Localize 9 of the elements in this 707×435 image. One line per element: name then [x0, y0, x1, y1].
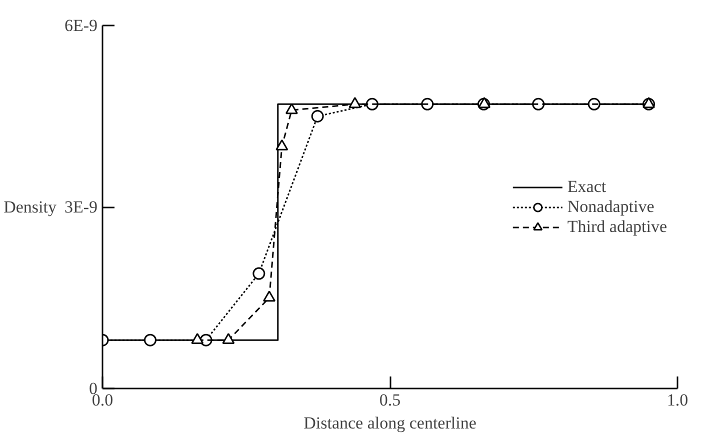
y-tick-label: 6E-9 [64, 16, 98, 35]
y-tick-label: 3E-9 [64, 198, 98, 216]
legend-label: Nonadaptive [567, 196, 654, 216]
x-tick-label: 1.0 [666, 390, 688, 410]
legend-label: Exact [567, 176, 606, 196]
legend-label: Third adaptive [567, 216, 667, 236]
x-axis-title: Distance along centerline [304, 414, 476, 432]
y-axis-title: Density [4, 198, 57, 216]
x-tick-label: 0.5 [379, 390, 401, 410]
